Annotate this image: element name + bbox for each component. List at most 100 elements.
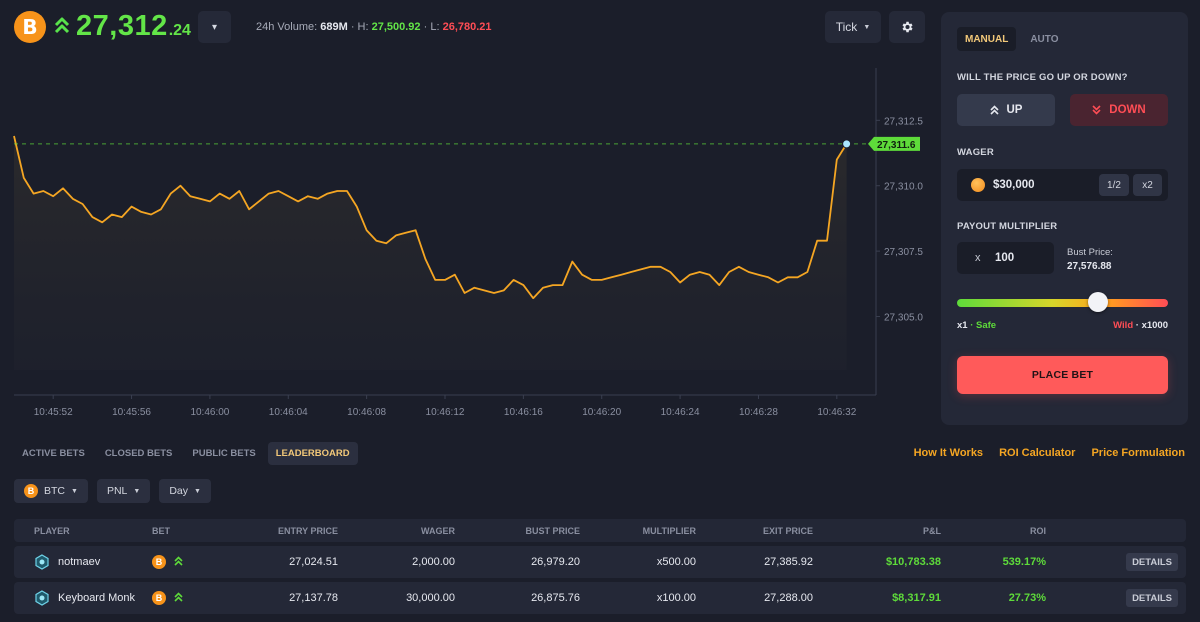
double-down-arrow-icon [1092, 105, 1101, 115]
player-avatar-icon [35, 554, 49, 570]
price-integer: 27,312 [76, 10, 168, 42]
gear-icon [902, 21, 913, 33]
wager: 30,000.00 [406, 592, 455, 604]
x-tick-label: 10:46:32 [817, 407, 856, 418]
current-price-dot [842, 139, 852, 149]
half-wager-button[interactable]: 1/2 [1099, 174, 1129, 196]
asset-filter-dropdown[interactable]: B BTC ▼ [14, 479, 88, 503]
double-up-arrow-icon [54, 16, 70, 38]
wager-input[interactable]: $30,000 1/2 x2 [957, 169, 1168, 201]
chevron-down-icon: ▼ [71, 487, 78, 495]
bets-tabs: ACTIVE BETS CLOSED BETS PUBLIC BETS LEAD… [14, 442, 358, 465]
tab-leaderboard[interactable]: LEADERBOARD [267, 442, 358, 465]
place-bet-button[interactable]: PLACE BET [957, 356, 1168, 394]
multiplier: x100.00 [656, 592, 696, 604]
tab-active-bets[interactable]: ACTIVE BETS [22, 448, 85, 459]
x-tick-label: 10:46:20 [582, 407, 621, 418]
price-area [14, 136, 847, 370]
coin-icon [971, 178, 985, 192]
current-price: 27,312 .24 [54, 10, 191, 43]
double-wager-button[interactable]: x2 [1133, 174, 1162, 196]
price-chart-svg: 27,312.5 27,310.0 27,307.5 27,305.0 10:45:52… [13, 68, 923, 418]
y-tick-label: 27,310.0 [884, 182, 923, 193]
mode-tabs: MANUAL AUTO [957, 27, 1066, 51]
tab-auto[interactable]: AUTO [1030, 33, 1059, 45]
multiplier-slider-thumb[interactable] [1088, 292, 1109, 312]
player-name: notmaev [58, 556, 101, 568]
down-button[interactable]: DOWN [1070, 94, 1168, 126]
multiplier-input[interactable]: x 100 [957, 242, 1054, 274]
price-line [13, 135, 848, 300]
tab-public-bets[interactable]: PUBLIC BETS [192, 448, 256, 459]
col-player: PLAYER [34, 525, 70, 536]
exit-price: 27,288.00 [764, 592, 813, 604]
slider-min-label: x1 · Safe [957, 320, 997, 331]
btc-coin-icon: B [24, 484, 38, 498]
bust-price-value: 27,576.88 [1067, 261, 1112, 272]
col-wager: WAGER [420, 525, 455, 536]
table-header: PLAYER BET ENTRY PRICE WAGER BUST PRICE … [14, 519, 1186, 542]
col-roi: ROI [1029, 525, 1046, 536]
player-name: Keyboard Monk [58, 592, 136, 604]
price-chart[interactable]: 27,312.5 27,310.0 27,307.5 27,305.0 10:45:52… [0, 60, 935, 430]
period-filter-dropdown[interactable]: Day ▼ [159, 479, 211, 503]
multiplier: x500.00 [656, 556, 696, 568]
wager: 2,000.00 [412, 556, 455, 568]
btc-logo-icon: B [14, 11, 46, 43]
chart-type-dropdown[interactable]: Tick ▼ [825, 11, 881, 43]
chevron-down-icon: ▼ [133, 487, 141, 495]
multiplier-value: 100 [995, 252, 1015, 264]
settings-button[interactable] [889, 11, 925, 43]
chevron-down-icon: ▼ [194, 487, 201, 495]
roi-calculator-link[interactable]: ROI Calculator [999, 447, 1076, 459]
tab-manual[interactable]: MANUAL [957, 27, 1017, 51]
double-up-arrow-icon [174, 555, 183, 569]
roi: 539.17% [1002, 556, 1046, 568]
btc-coin-icon: B [152, 555, 166, 569]
current-price-badge [868, 136, 920, 151]
price-decimal: .24 [168, 22, 191, 39]
pnl: $8,317.91 [892, 592, 941, 604]
x-tick-label: 10:46:24 [661, 407, 700, 418]
bust-price: 26,979.20 [531, 556, 580, 568]
details-button[interactable]: DETAILS [1126, 553, 1178, 571]
roi: 27.73% [1008, 592, 1046, 604]
price-formulation-link[interactable]: Price Formulation [1091, 447, 1185, 459]
slider-max-label: Wild · x1000 [1113, 320, 1168, 331]
asset-dropdown-button[interactable]: ▾ [198, 11, 231, 43]
leaderboard-filters: B BTC ▼ PNL ▼ Day ▼ [14, 479, 211, 503]
col-multiplier: MULTIPLIER [642, 525, 696, 536]
x-tick-label: 10:46:12 [426, 407, 465, 418]
player-avatar-icon [35, 590, 49, 606]
bust-price: 26,875.76 [531, 592, 580, 604]
col-exit-price: EXIT PRICE [762, 525, 813, 536]
x-tick-label: 10:46:00 [190, 407, 229, 418]
market-stats: 24h Volume: 689M · H: 27,500.92 · L: 26,… [256, 21, 492, 33]
btc-coin-icon: B [152, 591, 166, 605]
direction-question: WILL THE PRICE GO UP OR DOWN? [957, 72, 1128, 83]
col-pnl: P&L [923, 525, 941, 536]
up-button[interactable]: UP [957, 94, 1055, 126]
col-entry-price: ENTRY PRICE [277, 525, 338, 536]
col-bet: BET [152, 525, 170, 536]
y-tick-label: 27,307.5 [884, 247, 923, 258]
double-up-arrow-icon [174, 591, 183, 605]
exit-price: 27,385.92 [764, 556, 813, 568]
current-price-label: 27,311.6 [877, 140, 916, 151]
double-up-arrow-icon [989, 105, 999, 115]
y-tick-label: 27,305.0 [884, 313, 923, 324]
tab-closed-bets[interactable]: CLOSED BETS [104, 448, 173, 459]
details-button[interactable]: DETAILS [1126, 589, 1178, 607]
table-row: Keyboard Monk B 27,137.78 30,000.00 26,8… [14, 582, 1186, 614]
table-row: notmaev B 27,024.51 2,000.00 26,979.20 x… [14, 546, 1186, 578]
payout-multiplier-label: PAYOUT MULTIPLIER [957, 221, 1058, 232]
x-tick-label: 10:45:56 [112, 407, 151, 418]
x-tick-label: 10:46:16 [504, 407, 543, 418]
multiplier-slider-track[interactable] [957, 299, 1168, 307]
pnl: $10,783.38 [885, 556, 941, 568]
bet-panel: MANUAL AUTO WILL THE PRICE GO UP OR DOWN… [941, 12, 1188, 425]
x-tick-label: 10:46:28 [739, 407, 778, 418]
wager-value: $30,000 [993, 179, 1035, 191]
how-it-works-link[interactable]: How It Works [913, 447, 984, 459]
metric-filter-dropdown[interactable]: PNL ▼ [96, 479, 151, 503]
